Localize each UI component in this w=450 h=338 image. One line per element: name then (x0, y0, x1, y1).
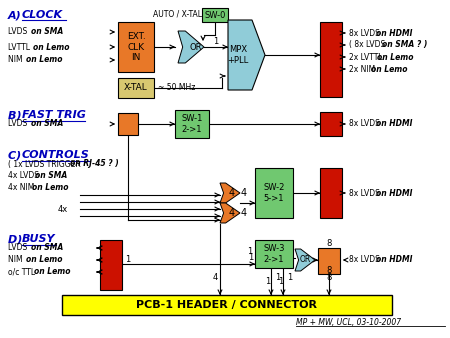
Bar (100, 240, 122, 290)
Text: 2x NIM: 2x NIM (349, 65, 378, 73)
Text: EXT.
CLK
IN: EXT. CLK IN (126, 32, 145, 62)
Text: 1: 1 (275, 273, 280, 283)
Text: 8x LVDS: 8x LVDS (349, 256, 382, 265)
Text: 1: 1 (265, 277, 270, 287)
Text: o/c TTL: o/c TTL (8, 267, 37, 276)
Text: SW-0: SW-0 (204, 10, 226, 20)
Text: 4: 4 (213, 273, 218, 283)
Text: on Lemo: on Lemo (32, 184, 68, 193)
Text: on HDMI: on HDMI (376, 28, 413, 38)
Text: OR: OR (190, 43, 202, 51)
Polygon shape (220, 203, 240, 223)
Text: 4x: 4x (58, 206, 68, 215)
Text: LVDS: LVDS (8, 243, 30, 252)
Bar (118, 22, 154, 72)
Text: 1: 1 (278, 277, 283, 287)
Text: on Lemo: on Lemo (377, 52, 414, 62)
Text: on HDMI: on HDMI (376, 256, 413, 265)
Text: 8x LVDS: 8x LVDS (349, 28, 382, 38)
Bar (255, 240, 293, 268)
Text: 8x LVDS: 8x LVDS (349, 189, 382, 197)
Text: B): B) (8, 110, 26, 120)
Text: on SMA: on SMA (31, 120, 63, 128)
Text: 4: 4 (229, 188, 235, 198)
Text: PCB-1 HEADER / CONNECTOR: PCB-1 HEADER / CONNECTOR (136, 300, 318, 310)
Text: 4: 4 (241, 208, 247, 218)
Text: D): D) (8, 234, 26, 244)
Text: CLOCK: CLOCK (22, 10, 63, 20)
Text: BUSY: BUSY (22, 234, 55, 244)
Text: FAST TRIG: FAST TRIG (22, 110, 86, 120)
Text: LVDS: LVDS (8, 27, 30, 37)
Text: AUTO / X-TAL: AUTO / X-TAL (153, 9, 202, 19)
Text: 8: 8 (326, 239, 332, 248)
Text: 4x LVDS: 4x LVDS (8, 171, 41, 180)
Text: C): C) (8, 150, 25, 160)
Text: MPX
+PLL: MPX +PLL (227, 45, 248, 65)
Text: on RJ-45 ? ): on RJ-45 ? ) (70, 160, 119, 169)
Text: A): A) (8, 10, 26, 20)
Text: on Lemo: on Lemo (371, 65, 408, 73)
Bar (175, 110, 209, 138)
Text: on SMA: on SMA (31, 27, 63, 37)
Bar (320, 22, 342, 97)
Bar (118, 113, 138, 135)
Text: LVDS: LVDS (8, 120, 30, 128)
Text: on Lemo: on Lemo (34, 267, 71, 276)
Text: on HDMI: on HDMI (376, 189, 413, 197)
Text: NIM: NIM (8, 55, 25, 65)
Polygon shape (178, 31, 204, 63)
Polygon shape (295, 249, 315, 271)
Text: 1: 1 (287, 273, 292, 283)
Bar (255, 168, 293, 218)
Text: on SMA: on SMA (35, 171, 67, 180)
Text: 4: 4 (241, 188, 247, 198)
Text: 1: 1 (247, 247, 252, 257)
Text: on Lemo: on Lemo (26, 256, 63, 265)
Text: on SMA ? ): on SMA ? ) (382, 41, 428, 49)
Text: MP + MW, UCL, 03-10-2007: MP + MW, UCL, 03-10-2007 (296, 318, 401, 328)
Text: on Lemo: on Lemo (26, 55, 63, 65)
Text: 1: 1 (125, 256, 130, 265)
Bar (118, 78, 154, 98)
Text: 4x NIM: 4x NIM (8, 184, 37, 193)
Text: on SMA: on SMA (31, 243, 63, 252)
Bar (318, 248, 340, 274)
Text: ~ 50 MHz: ~ 50 MHz (158, 83, 195, 93)
Text: on Lemo: on Lemo (33, 43, 69, 51)
Text: NIM: NIM (8, 256, 25, 265)
Polygon shape (228, 20, 265, 90)
Text: 2x LVTTL: 2x LVTTL (349, 52, 385, 62)
Text: SW-3
2->1: SW-3 2->1 (263, 244, 285, 264)
Text: ( 1x LVDS TRIGGER: ( 1x LVDS TRIGGER (8, 160, 83, 169)
Text: ( 8x LVDS: ( 8x LVDS (349, 41, 387, 49)
Bar (202, 8, 228, 22)
Text: OR: OR (299, 256, 310, 265)
Bar (62, 295, 392, 315)
Text: LVTTL: LVTTL (8, 43, 32, 51)
Bar (320, 112, 342, 136)
Text: 8x LVDS: 8x LVDS (349, 120, 382, 128)
Text: 1: 1 (248, 254, 253, 263)
Text: CONTROLS: CONTROLS (22, 150, 90, 160)
Text: SW-2
5->1: SW-2 5->1 (263, 183, 285, 203)
Text: 1: 1 (213, 38, 218, 47)
Text: SW-1
2->1: SW-1 2->1 (181, 114, 203, 134)
Polygon shape (220, 183, 240, 203)
Text: 8: 8 (326, 273, 332, 283)
Text: X-TAL: X-TAL (124, 83, 148, 93)
Text: 4: 4 (229, 208, 235, 218)
Text: 8: 8 (326, 266, 332, 275)
Bar (320, 168, 342, 218)
Text: on HDMI: on HDMI (376, 120, 413, 128)
